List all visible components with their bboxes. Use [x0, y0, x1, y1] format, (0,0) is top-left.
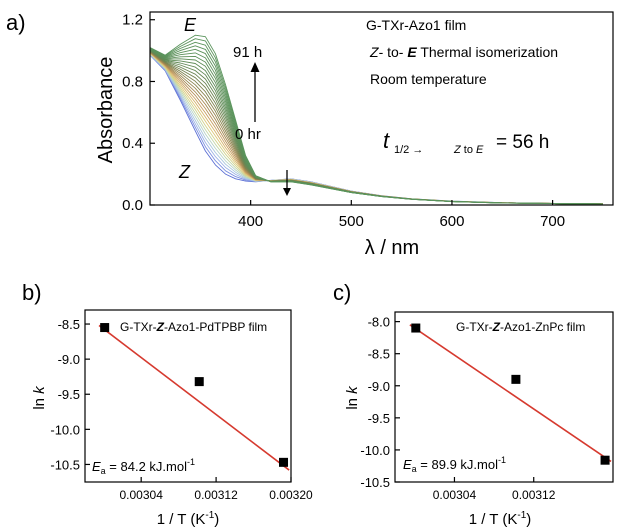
a-x-tick-label: 600	[439, 213, 464, 230]
a-spectra-curves	[149, 34, 603, 205]
b-y-tick-label: -9.0	[58, 352, 80, 367]
c-y-tick-label: -10.5	[360, 475, 390, 490]
c-y-tick-label: -8.5	[368, 347, 390, 362]
a-half-life-value: = 56 h	[496, 132, 549, 153]
b-x-ticks: 0.00304 0.00312 0.00320	[119, 477, 313, 502]
b-x-axis-label: 1 / T (K-1)	[157, 510, 220, 528]
a-y-axis-label: Absorbance	[95, 57, 117, 164]
c-x-ticks: 0.00304 0.00312	[433, 477, 556, 502]
b-data-point	[100, 323, 110, 333]
b-legend: G-TXr-Z-Azo1-PdTPBP film	[120, 320, 267, 334]
b-y-ticks: -8.5 -9.0 -9.5 -10.0 -10.5	[50, 317, 90, 472]
b-x-tick-label: 0.00320	[269, 488, 313, 502]
a-y-tick-label: 0.8	[122, 73, 143, 90]
c-activation-energy: Ea = 89.9 kJ.mol-1	[403, 455, 506, 474]
a-label-e: E	[184, 15, 197, 35]
b-data-point	[194, 377, 204, 387]
a-y-tick-label: 0.0	[122, 197, 143, 214]
panel-c-label: c)	[333, 280, 351, 305]
b-data-points	[100, 323, 289, 467]
a-spectrum-series	[149, 34, 603, 205]
c-y-tick-label: -9.0	[368, 379, 390, 394]
b-plot-frame	[84, 309, 292, 483]
b-x-tick-label: 0.00312	[194, 488, 238, 502]
c-legend: G-TXr-Z-Azo1-ZnPc film	[456, 320, 585, 334]
a-legend-line-3: Room temperature	[370, 71, 487, 87]
c-y-tick-label: -9.5	[368, 411, 390, 426]
b-fit-line-segment	[98, 324, 290, 471]
b-activation-energy: Ea = 84.2 kJ.mol-1	[92, 457, 195, 476]
c-x-tick-label: 0.00304	[433, 488, 477, 502]
a-half-life-sub2: Z to E	[453, 144, 484, 156]
b-x-tick-label: 0.00304	[119, 488, 163, 502]
c-x-axis-label: 1 / T (K-1)	[469, 510, 532, 528]
a-y-ticks: 0.0 0.4 0.8 1.2	[122, 12, 155, 214]
c-fit-line-segment	[409, 324, 612, 463]
a-label-z: Z	[178, 162, 191, 182]
a-x-tick-label: 400	[238, 213, 263, 230]
a-x-axis-label: λ / nm	[365, 237, 419, 259]
c-y-tick-label: -8.0	[368, 315, 390, 330]
b-y-tick-label: -10.0	[50, 422, 80, 437]
a-plot-frame	[149, 11, 614, 206]
a-spectrum-series	[149, 38, 603, 205]
a-legend-z: Z	[369, 44, 379, 60]
a-legend-rest: Thermal isomerization	[417, 44, 558, 60]
b-fit-line	[98, 324, 290, 471]
c-data-point	[511, 374, 521, 384]
c-plot-frame	[394, 311, 614, 483]
a-y-tick-label: 1.2	[122, 12, 143, 29]
a-legend-line-2: Z- to- E Thermal isomerization	[369, 44, 558, 60]
a-legend-e: E	[407, 44, 417, 60]
a-half-life-t: t	[383, 128, 390, 153]
c-fit-line	[409, 324, 612, 463]
c-data-points	[411, 323, 610, 465]
b-y-tick-label: -10.5	[50, 457, 80, 472]
c-y-tick-label: -10.0	[360, 443, 390, 458]
a-legend-line-1: G-TXr-Azo1 film	[366, 17, 466, 33]
b-data-point	[279, 457, 289, 467]
b-y-axis-label: ln k	[31, 385, 48, 410]
b-y-tick-label: -8.5	[58, 317, 80, 332]
a-x-tick-label: 700	[540, 213, 565, 230]
c-data-point	[600, 455, 610, 465]
panel-b: b) 0.00304 0.00312 0.00320 -8.5 -9.0 -9.5 -10…	[22, 280, 313, 528]
panel-a-label: a)	[6, 10, 26, 35]
c-y-ticks: -8.0 -8.5 -9.0 -9.5 -10.0 -10.5	[360, 315, 400, 490]
a-time-bottom: 0 hr	[235, 126, 261, 143]
a-x-tick-label: 500	[339, 213, 364, 230]
a-down-arrow-icon	[283, 170, 291, 196]
panel-c: c) 0.00304 0.00312 -8.0-8.5-9.0-9.5-10.0-…	[333, 280, 614, 528]
b-y-tick-label: -9.5	[58, 387, 80, 402]
a-x-ticks: 400 500 600 700	[238, 200, 565, 230]
panel-a: a) 400 500 600 700 0.0 0.4 0.8 1.2 λ / nm Abso…	[6, 10, 614, 259]
c-y-axis-label: ln k	[344, 385, 361, 410]
c-x-tick-label: 0.00312	[512, 488, 556, 502]
panel-b-label: b)	[22, 280, 42, 305]
a-up-arrow-icon	[250, 62, 260, 122]
a-half-life: t 1/2 → Z to E = 56 h	[383, 128, 549, 156]
a-legend-to: - to-	[379, 44, 408, 60]
a-time-top: 91 h	[233, 44, 262, 61]
c-data-point	[411, 323, 421, 333]
a-y-tick-label: 0.4	[122, 135, 143, 152]
a-half-life-sub: 1/2 →	[394, 144, 423, 156]
